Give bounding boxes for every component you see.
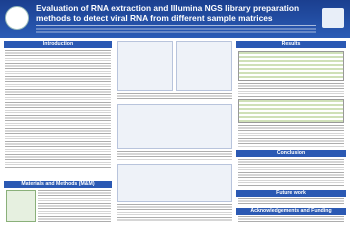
body-text xyxy=(5,50,111,168)
section-header: Future work xyxy=(236,190,346,197)
section-header: Introduction xyxy=(4,41,112,48)
method-figure xyxy=(6,190,36,222)
body-text xyxy=(38,190,111,223)
body-text xyxy=(238,198,344,206)
figure xyxy=(176,41,232,91)
figure xyxy=(117,104,232,149)
poster-title: Evaluation of RNA extraction and Illumin… xyxy=(36,3,300,23)
body-text xyxy=(238,216,344,224)
section-header: Materials and Methods (M&M) xyxy=(4,181,112,188)
caption xyxy=(238,83,344,97)
authors-block xyxy=(36,25,316,35)
caption xyxy=(117,151,232,161)
table xyxy=(238,99,344,123)
caption xyxy=(117,93,232,101)
table xyxy=(238,51,344,81)
body-text xyxy=(238,125,344,147)
caption xyxy=(117,204,232,222)
logo xyxy=(322,8,344,28)
section-header: Conclusion xyxy=(236,150,346,157)
logo xyxy=(5,6,29,30)
figure xyxy=(117,41,173,91)
body-text xyxy=(238,159,344,187)
section-header: Results xyxy=(236,41,346,48)
figure xyxy=(117,164,232,202)
section-header: Acknowledgements and Funding xyxy=(236,208,346,215)
poster: {"header":{"title":"Evaluation of RNA ex… xyxy=(0,0,350,225)
